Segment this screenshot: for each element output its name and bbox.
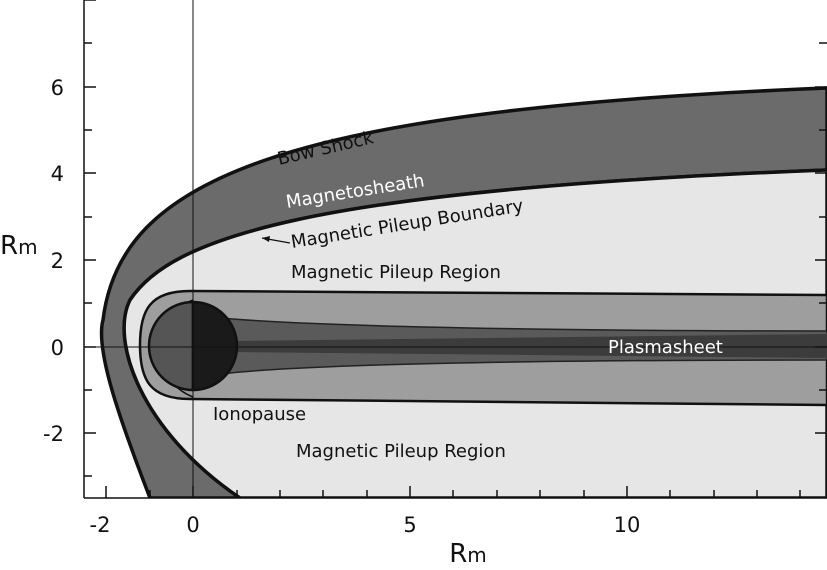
plasmasheet-label: Plasmasheet — [608, 337, 723, 358]
ionopause-label: Ionopause — [213, 404, 306, 425]
x-tick-label: 0 — [186, 513, 199, 537]
x-ticks — [105, 486, 801, 498]
x-tick-label: -2 — [90, 513, 111, 537]
plasmasheet-region — [230, 334, 827, 358]
y-tick-label: 2 — [51, 249, 64, 273]
mpb-pointer-arrowhead — [262, 236, 270, 242]
planet-dayside — [147, 300, 195, 392]
y-tick-label: 4 — [51, 162, 64, 186]
x-axis-label: Rm — [449, 539, 487, 569]
x-tick-label: 5 — [403, 513, 416, 537]
magnetic-pileup-region-upper-label: Magnetic Pileup Region — [291, 262, 501, 283]
y-tick-label: 0 — [51, 336, 64, 360]
y-ticks — [84, 0, 827, 477]
y-tick-label: 6 — [51, 76, 64, 100]
y-tick-label: -2 — [43, 422, 64, 446]
magnetic-pileup-region-lower-label: Magnetic Pileup Region — [296, 441, 506, 462]
y-axis-label: Rm — [0, 231, 38, 261]
planet-nightside — [191, 300, 239, 392]
x-tick-label: 10 — [614, 513, 641, 537]
